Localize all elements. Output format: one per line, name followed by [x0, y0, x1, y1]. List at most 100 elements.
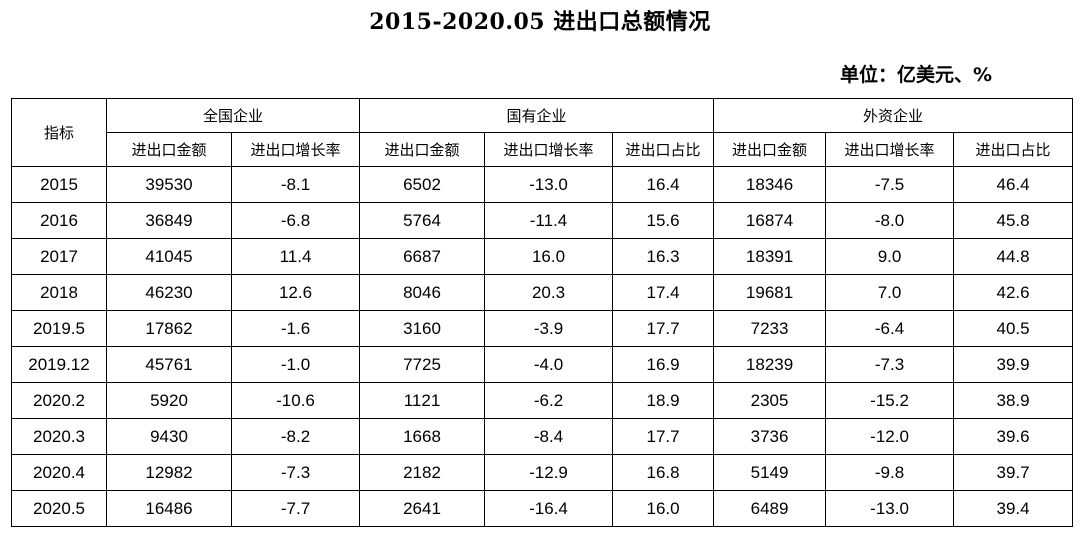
table-cell: 1121	[359, 382, 486, 419]
table-cell: 39.6	[953, 418, 1074, 455]
page-title: 2015-2020.05 进出口总额情况	[369, 9, 711, 35]
table-cell: 3736	[713, 418, 827, 455]
table-cell: 5149	[713, 454, 827, 491]
table-cell: 2182	[359, 454, 486, 491]
table-cell: 40.5	[953, 310, 1074, 347]
table-cell: -3.9	[484, 310, 614, 347]
table-cell: 5920	[106, 382, 232, 419]
header-column: 进出口占比	[953, 132, 1074, 167]
table-cell: 17.4	[612, 274, 715, 311]
table-cell: 6687	[359, 238, 486, 275]
table-cell: -1.0	[230, 346, 361, 383]
table-cell: 39.9	[953, 346, 1074, 383]
row-label: 2020.5	[11, 490, 107, 527]
table-cell: 16874	[713, 202, 827, 239]
table-cell: -12.0	[825, 418, 955, 455]
table-row: 2017 41045 11.4 6687 16.0 16.3 18391 9.0 44.8	[11, 238, 1074, 275]
table-cell: -8.2	[230, 418, 361, 455]
table-cell: 46230	[106, 274, 232, 311]
table-cell: -1.6	[230, 310, 361, 347]
table-body: 2015 39530 -8.1 6502 -13.0 16.4 18346 -7.5 46.4 2…	[11, 166, 1074, 527]
table-cell: 38.9	[953, 382, 1074, 419]
table-cell: 16.0	[612, 490, 715, 527]
table-cell: 2641	[359, 490, 486, 527]
table-cell: 7233	[713, 310, 827, 347]
table-cell: -11.4	[484, 202, 614, 239]
table-cell: 7725	[359, 346, 486, 383]
table-cell: 5764	[359, 202, 486, 239]
table-row: 2020.2 5920 -10.6 1121 -6.2 18.9 2305 -15.2 38.9	[11, 382, 1074, 419]
header-column: 进出口金额	[713, 132, 827, 167]
table-row: 2019.12 45761 -1.0 7725 -4.0 16.9 18239 -7.3 39.…	[11, 346, 1074, 383]
table-cell: -10.6	[230, 382, 361, 419]
table-cell: 11.4	[230, 238, 361, 275]
table-cell: 42.6	[953, 274, 1074, 311]
table-cell: -12.9	[484, 454, 614, 491]
table-cell: 41045	[106, 238, 232, 275]
unit-label: 单位：亿美元、%	[839, 64, 992, 86]
header-group-row: 指标 全国企业 国有企业 外资企业	[11, 98, 1074, 167]
table-row: 2019.5 17862 -1.6 3160 -3.9 17.7 7233 -6.4 40.5	[11, 310, 1074, 347]
table-row: 2020.5 16486 -7.7 2641 -16.4 16.0 6489 -13.0 39.…	[11, 490, 1074, 527]
row-label: 2016	[11, 202, 107, 239]
trade-table: 指标 全国企业 国有企业 外资企业 进出口金额 进出口增长率 进出口金额 进出口…	[11, 98, 1074, 527]
header-column-row: 进出口金额 进出口增长率 进出口金额 进出口增长率 进出口占比 进出口金额 进出…	[12, 132, 1074, 167]
table-cell: 45761	[106, 346, 232, 383]
table-cell: 17.7	[612, 418, 715, 455]
table-cell: 12982	[106, 454, 232, 491]
table-cell: -7.7	[230, 490, 361, 527]
table-cell: 18239	[713, 346, 827, 383]
table-cell: -13.0	[484, 166, 614, 203]
row-label: 2015	[11, 166, 107, 203]
row-label: 2017	[11, 238, 107, 275]
table-cell: 7.0	[825, 274, 955, 311]
table-cell: -7.3	[825, 346, 955, 383]
table-cell: 18.9	[612, 382, 715, 419]
table-cell: 15.6	[612, 202, 715, 239]
header-column: 进出口增长率	[825, 132, 955, 167]
table-cell: -6.4	[825, 310, 955, 347]
table-cell: 16.9	[612, 346, 715, 383]
table-cell: 6502	[359, 166, 486, 203]
table-cell: 12.6	[230, 274, 361, 311]
table-cell: 36849	[106, 202, 232, 239]
header-column: 进出口增长率	[484, 132, 614, 167]
row-label: 2020.4	[11, 454, 107, 491]
header-group-national: 全国企业	[105, 98, 361, 133]
table-cell: 46.4	[953, 166, 1074, 203]
table-row: 2016 36849 -6.8 5764 -11.4 15.6 16874 -8.0 45.8	[11, 202, 1074, 239]
table-cell: 16.4	[612, 166, 715, 203]
table-cell: -9.8	[825, 454, 955, 491]
header-column: 进出口金额	[359, 132, 486, 167]
header-indicator: 指标	[11, 98, 107, 167]
row-label: 2019.12	[11, 346, 107, 383]
table-cell: -7.3	[230, 454, 361, 491]
table-cell: 9.0	[825, 238, 955, 275]
table-row: 2020.3 9430 -8.2 1668 -8.4 17.7 3736 -12.0 39.6	[11, 418, 1074, 455]
row-label: 2020.2	[11, 382, 107, 419]
table-cell: -15.2	[825, 382, 955, 419]
table-cell: 17862	[106, 310, 232, 347]
table-cell: 19681	[713, 274, 827, 311]
table-cell: 16.8	[612, 454, 715, 491]
table-cell: 2305	[713, 382, 827, 419]
table-row: 2020.4 12982 -7.3 2182 -12.9 16.8 5149 -9.8 39.7	[11, 454, 1074, 491]
table-cell: -8.1	[230, 166, 361, 203]
table-cell: 18346	[713, 166, 827, 203]
table-row: 2018 46230 12.6 8046 20.3 17.4 19681 7.0 42.6	[11, 274, 1074, 311]
table-cell: 39.4	[953, 490, 1074, 527]
table-cell: -7.5	[825, 166, 955, 203]
table-cell: 39530	[106, 166, 232, 203]
table-cell: 39.7	[953, 454, 1074, 491]
table-cell: 17.7	[612, 310, 715, 347]
row-label: 2020.3	[11, 418, 107, 455]
table-row: 2015 39530 -8.1 6502 -13.0 16.4 18346 -7.5 46.4	[11, 166, 1074, 203]
table-cell: 16486	[106, 490, 232, 527]
header-column: 进出口占比	[612, 132, 715, 167]
table-cell: 18391	[713, 238, 827, 275]
table-cell: 8046	[359, 274, 486, 311]
table-cell: -6.2	[484, 382, 614, 419]
table-cell: -16.4	[484, 490, 614, 527]
table-cell: 9430	[106, 418, 232, 455]
table-cell: 1668	[359, 418, 486, 455]
